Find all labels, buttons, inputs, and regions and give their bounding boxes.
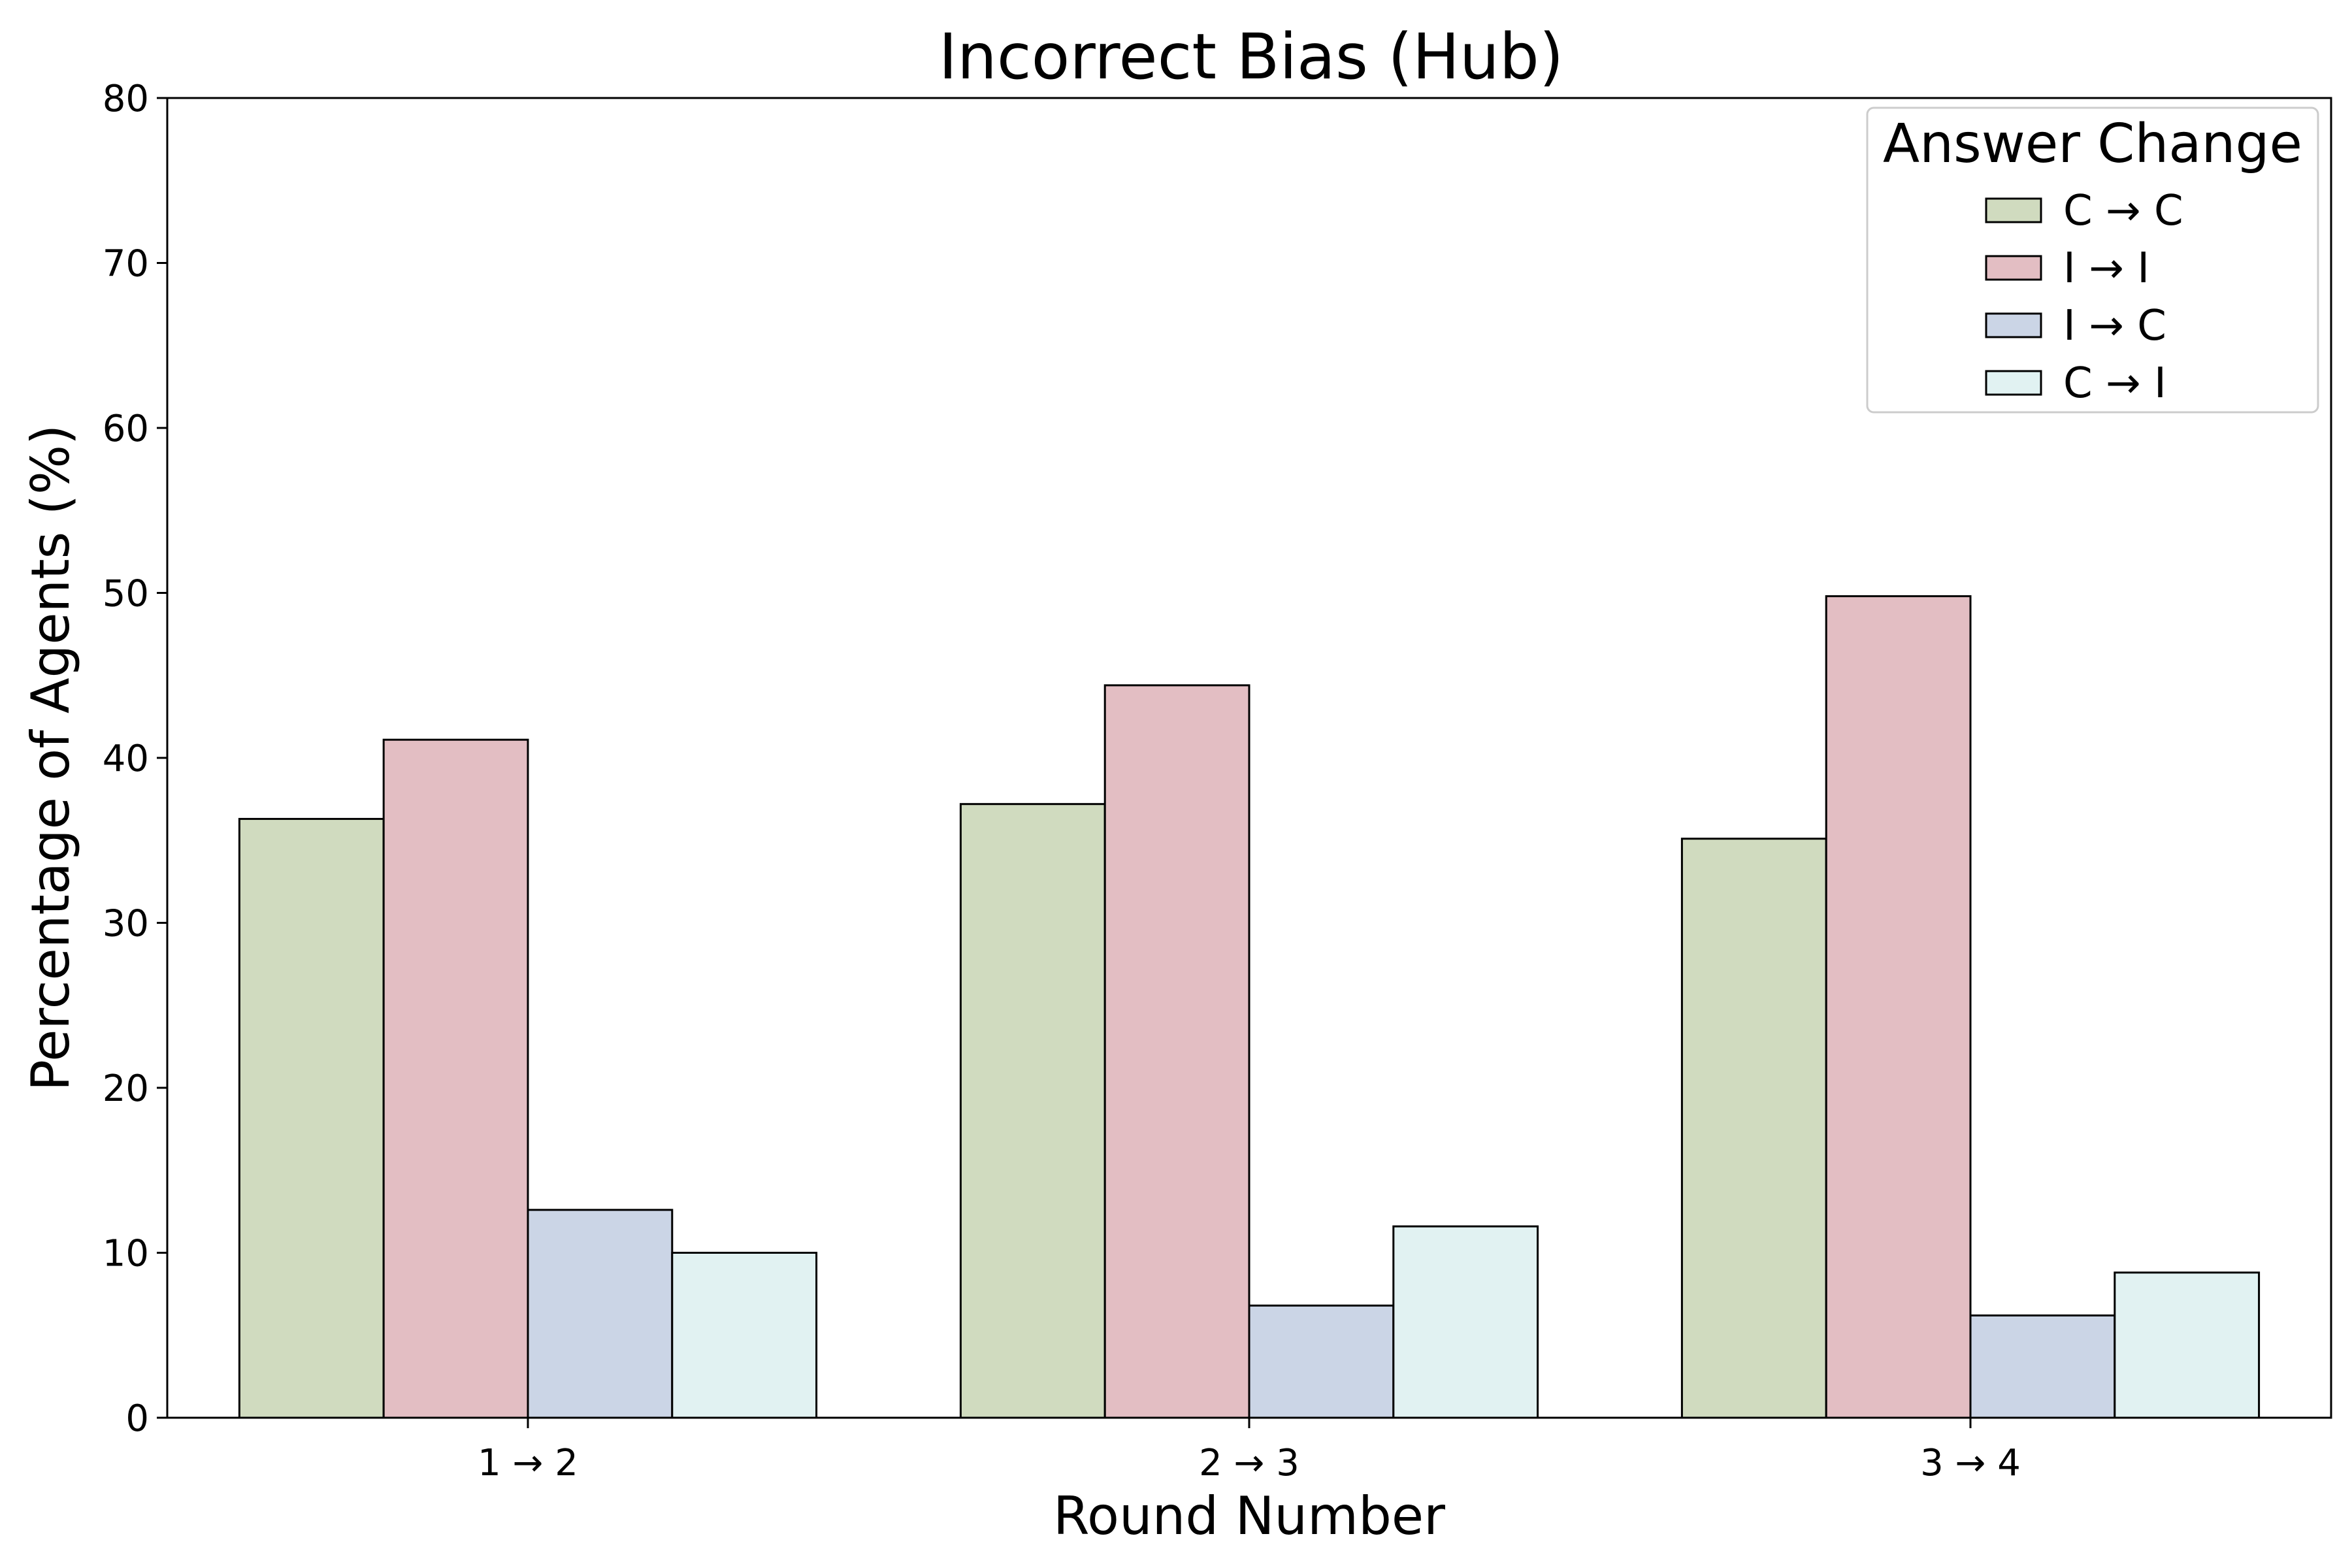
legend-box <box>1866 106 2319 414</box>
y-tick-label: 60 <box>103 408 149 450</box>
legend-items: C → C I → I I → C C → I <box>1985 187 2183 408</box>
bar-2-3 <box>1825 595 1972 1419</box>
y-tick-label: 50 <box>103 573 149 615</box>
y-tick-label: 80 <box>103 78 149 120</box>
bar-4-2 <box>1392 1225 1539 1419</box>
legend-swatch <box>1985 312 2042 338</box>
bar-1-2 <box>959 803 1106 1419</box>
y-axis-label: Percentage of Agents (%) <box>20 425 81 1091</box>
y-tick-label: 0 <box>125 1397 149 1440</box>
x-tick-label: 3 → 4 <box>1920 1442 2021 1484</box>
bar-3-1 <box>527 1209 674 1419</box>
bar-4-1 <box>671 1252 818 1419</box>
bar-4-3 <box>2114 1271 2261 1419</box>
y-tick-label: 40 <box>103 738 149 780</box>
y-axis: 0 10 20 30 40 50 60 70 80 <box>103 78 167 1440</box>
legend-title: Answer Change <box>1883 113 2302 175</box>
x-axis: 1 → 2 2 → 3 3 → 4 <box>478 1418 2021 1484</box>
bar-2-1 <box>382 738 529 1419</box>
x-tick-label: 1 → 2 <box>478 1442 578 1484</box>
legend-swatch <box>1985 197 2042 223</box>
y-tick-label: 30 <box>103 903 149 945</box>
bar-3-3 <box>1969 1314 2116 1419</box>
bars-group <box>238 595 2261 1419</box>
legend-label: C → C <box>2063 187 2183 235</box>
legend-swatch <box>1985 255 2042 281</box>
bar-1-3 <box>1680 838 1827 1419</box>
x-axis-label: Round Number <box>1053 1486 1445 1546</box>
bar-1-1 <box>238 817 385 1419</box>
legend-label: I → I <box>2063 244 2149 293</box>
y-tick-label: 20 <box>103 1068 149 1110</box>
y-tick-label: 70 <box>103 243 149 286</box>
y-tick-label: 10 <box>103 1233 149 1275</box>
bar-2-2 <box>1103 684 1250 1419</box>
legend-label: I → C <box>2063 302 2166 350</box>
legend-label: C → I <box>2063 359 2166 408</box>
legend-swatch <box>1985 370 2042 396</box>
chart-title: Incorrect Bias (Hub) <box>939 20 1564 93</box>
x-tick-label: 2 → 3 <box>1199 1442 1299 1484</box>
bar-3-2 <box>1248 1304 1395 1419</box>
legend: Answer Change C → C I → I I → C C → I <box>1866 106 2319 414</box>
